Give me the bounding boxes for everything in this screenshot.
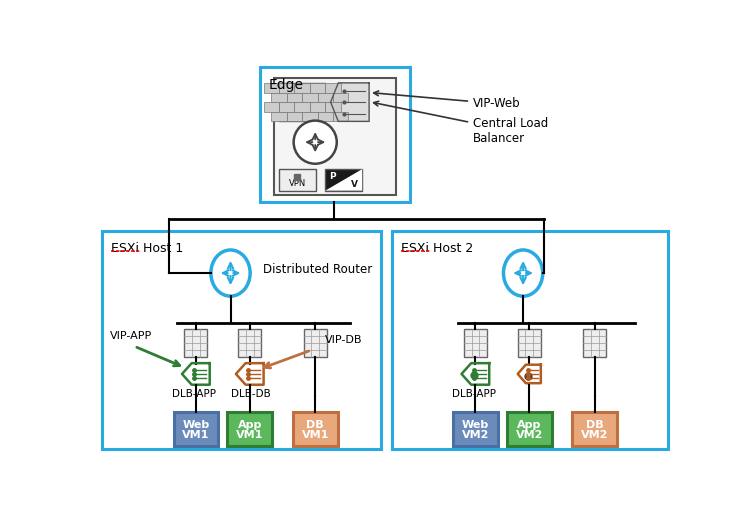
Bar: [584, 329, 606, 357]
Polygon shape: [462, 363, 489, 385]
Text: Distributed Router: Distributed Router: [263, 263, 372, 276]
Bar: [228, 412, 272, 446]
Polygon shape: [236, 363, 264, 385]
Polygon shape: [182, 363, 210, 385]
Bar: [287, 112, 302, 122]
Text: DLB-DB: DLB-DB: [231, 389, 271, 399]
Text: DB: DB: [306, 420, 324, 430]
Bar: [102, 231, 381, 449]
Text: V: V: [351, 180, 358, 189]
Text: VM1: VM1: [182, 430, 210, 440]
Bar: [453, 412, 498, 446]
Bar: [318, 112, 333, 122]
Bar: [517, 329, 541, 357]
Ellipse shape: [503, 250, 543, 296]
Bar: [294, 83, 310, 92]
Text: VM1: VM1: [301, 430, 329, 440]
Text: VM1: VM1: [236, 430, 264, 440]
Text: DLB-APP: DLB-APP: [172, 389, 216, 399]
Text: Web: Web: [462, 420, 489, 430]
Bar: [507, 412, 551, 446]
Bar: [287, 92, 302, 102]
Bar: [184, 329, 207, 357]
Bar: [333, 92, 348, 102]
Bar: [264, 83, 279, 92]
Polygon shape: [330, 83, 369, 122]
Bar: [464, 329, 487, 357]
Text: DB: DB: [586, 420, 604, 430]
Text: VPN: VPN: [289, 179, 306, 188]
Bar: [302, 92, 318, 102]
Bar: [303, 329, 327, 357]
Bar: [325, 102, 341, 112]
Bar: [325, 83, 341, 92]
Bar: [274, 78, 396, 195]
Bar: [325, 169, 362, 191]
Text: DLB-APP: DLB-APP: [452, 389, 496, 399]
Bar: [392, 231, 668, 449]
Polygon shape: [517, 365, 541, 383]
Bar: [333, 112, 348, 122]
Bar: [238, 329, 261, 357]
Text: Edge: Edge: [269, 78, 304, 92]
Bar: [271, 112, 287, 122]
Polygon shape: [325, 169, 362, 191]
Bar: [279, 83, 294, 92]
Bar: [318, 92, 333, 102]
Text: Web: Web: [182, 420, 210, 430]
Text: VIP-APP: VIP-APP: [110, 331, 152, 341]
Bar: [293, 412, 337, 446]
Text: App: App: [517, 420, 541, 430]
Text: VIP-DB: VIP-DB: [324, 335, 362, 345]
Text: App: App: [237, 420, 262, 430]
Text: P: P: [330, 172, 336, 181]
Bar: [294, 102, 310, 112]
Ellipse shape: [211, 250, 250, 296]
Text: VM2: VM2: [462, 430, 489, 440]
Bar: [279, 83, 325, 122]
Bar: [572, 412, 617, 446]
Bar: [310, 83, 325, 92]
Bar: [279, 102, 294, 112]
Text: ESXi Host 1: ESXi Host 1: [111, 242, 183, 256]
Bar: [264, 102, 279, 112]
Text: ESXi Host 2: ESXi Host 2: [402, 242, 474, 256]
Circle shape: [294, 121, 336, 164]
Text: VM2: VM2: [516, 430, 543, 440]
Text: VM2: VM2: [581, 430, 608, 440]
Text: Central Load
Balancer: Central Load Balancer: [374, 101, 548, 145]
Bar: [310, 102, 325, 112]
Bar: [279, 169, 316, 191]
Bar: [260, 67, 410, 202]
Bar: [173, 412, 219, 446]
Bar: [302, 112, 318, 122]
Text: VIP-Web: VIP-Web: [374, 91, 520, 110]
Bar: [271, 92, 287, 102]
